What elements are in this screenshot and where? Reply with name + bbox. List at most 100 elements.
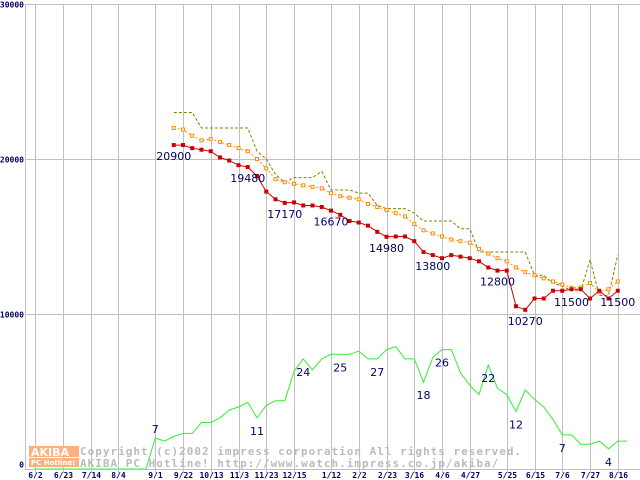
- data-point: [421, 228, 426, 233]
- data-point: [264, 166, 269, 171]
- data-point: [282, 200, 287, 205]
- data-point: [181, 143, 185, 148]
- logo-akiba: AKIBA: [31, 446, 70, 459]
- data-point: [319, 205, 324, 210]
- data-point: [532, 296, 537, 301]
- data-point: [171, 126, 176, 130]
- data-label: 11500: [600, 296, 635, 309]
- data-point: [375, 229, 380, 234]
- series-line: [173, 112, 619, 296]
- data-label: 20900: [156, 150, 191, 163]
- data-point: [301, 203, 306, 208]
- data-label: 26: [435, 357, 449, 370]
- data-label: 11500: [554, 296, 589, 309]
- data-point: [449, 253, 454, 258]
- data-point: [310, 184, 315, 189]
- data-point: [486, 251, 491, 256]
- x-tick-label: 2/2: [352, 471, 367, 480]
- x-tick-label: 7/14: [82, 471, 101, 480]
- watermark: AKIBA PC Hotline! Copyright (c)2002 impr…: [29, 445, 522, 470]
- data-point: [551, 288, 555, 293]
- data-point: [458, 239, 463, 244]
- data-point: [171, 143, 176, 148]
- data-point: [384, 234, 389, 239]
- data-label: 13800: [415, 260, 450, 273]
- x-tick-label: 11/23: [254, 471, 278, 480]
- data-point: [560, 282, 565, 287]
- data-label: 12800: [480, 276, 515, 289]
- data-label: 12: [509, 419, 523, 432]
- x-tick-label: 1/12: [322, 471, 341, 480]
- data-point: [347, 195, 352, 200]
- data-point: [301, 183, 306, 188]
- series-layer: [34, 112, 628, 470]
- series-max-price: [173, 112, 619, 296]
- logo-bottom-bg: [29, 458, 79, 467]
- data-point: [292, 200, 296, 205]
- data-point: [606, 296, 611, 301]
- data-point: [551, 279, 555, 284]
- data-point: [208, 149, 213, 154]
- x-tick-label: 6/15: [526, 471, 545, 480]
- copyright-text: Copyright (c)2002 impress corporation Al…: [80, 445, 522, 458]
- data-point: [236, 163, 241, 168]
- data-point: [347, 219, 352, 223]
- data-point: [255, 174, 259, 179]
- data-point: [255, 157, 259, 161]
- data-point: [615, 279, 620, 284]
- data-point: [412, 222, 417, 227]
- y-tick-label: 20000: [0, 156, 24, 165]
- x-tick-label: 12/15: [282, 471, 306, 480]
- data-point: [440, 256, 444, 261]
- data-point: [523, 307, 528, 312]
- data-point: [597, 288, 602, 293]
- data-point: [199, 147, 204, 152]
- x-tick-label: 7/6: [555, 471, 570, 480]
- x-tick-label: 7/27: [581, 471, 600, 480]
- data-point: [273, 197, 278, 202]
- data-point: [282, 180, 287, 185]
- data-point: [190, 146, 195, 151]
- series-line: [35, 346, 627, 470]
- data-point: [541, 296, 546, 301]
- data-point: [569, 287, 574, 292]
- data-label: 16670: [314, 216, 349, 229]
- data-point: [393, 234, 398, 239]
- x-tick-label: 4/6: [435, 471, 450, 480]
- data-label: 25: [333, 361, 347, 374]
- data-point: [264, 189, 269, 194]
- data-point: [615, 288, 620, 293]
- data-point: [495, 268, 500, 273]
- data-point: [227, 158, 232, 163]
- data-point: [375, 205, 380, 210]
- data-point: [523, 270, 528, 275]
- data-point: [578, 287, 583, 292]
- data-point: [412, 239, 417, 244]
- data-point: [310, 203, 315, 208]
- x-tick-label: 6/2: [28, 471, 43, 480]
- data-point: [514, 265, 518, 270]
- data-label: 18: [417, 389, 431, 402]
- data-point: [366, 201, 370, 206]
- x-tick-label: 6/23: [54, 471, 73, 480]
- x-tick-label: 8/4: [111, 471, 126, 480]
- data-label: 27: [370, 366, 384, 379]
- data-point: [504, 268, 509, 273]
- x-tick-label: 2/23: [378, 471, 397, 480]
- data-point: [199, 138, 204, 143]
- data-label: 24: [296, 366, 310, 379]
- data-point: [292, 181, 296, 186]
- grid: [25, 4, 640, 473]
- series-line: [173, 127, 619, 293]
- data-label: 11: [250, 425, 264, 438]
- data-point: [384, 208, 389, 213]
- data-labels: 20900 19480 17170 16670 14980 13800 12800 10270…: [152, 150, 636, 469]
- x-tick-label: 9/22: [174, 471, 193, 480]
- series-shop-count: [34, 346, 628, 470]
- data-point: [467, 256, 472, 261]
- data-point: [477, 246, 481, 251]
- logo-top-bg: [29, 446, 79, 457]
- x-tick-label: 10/13: [199, 471, 223, 480]
